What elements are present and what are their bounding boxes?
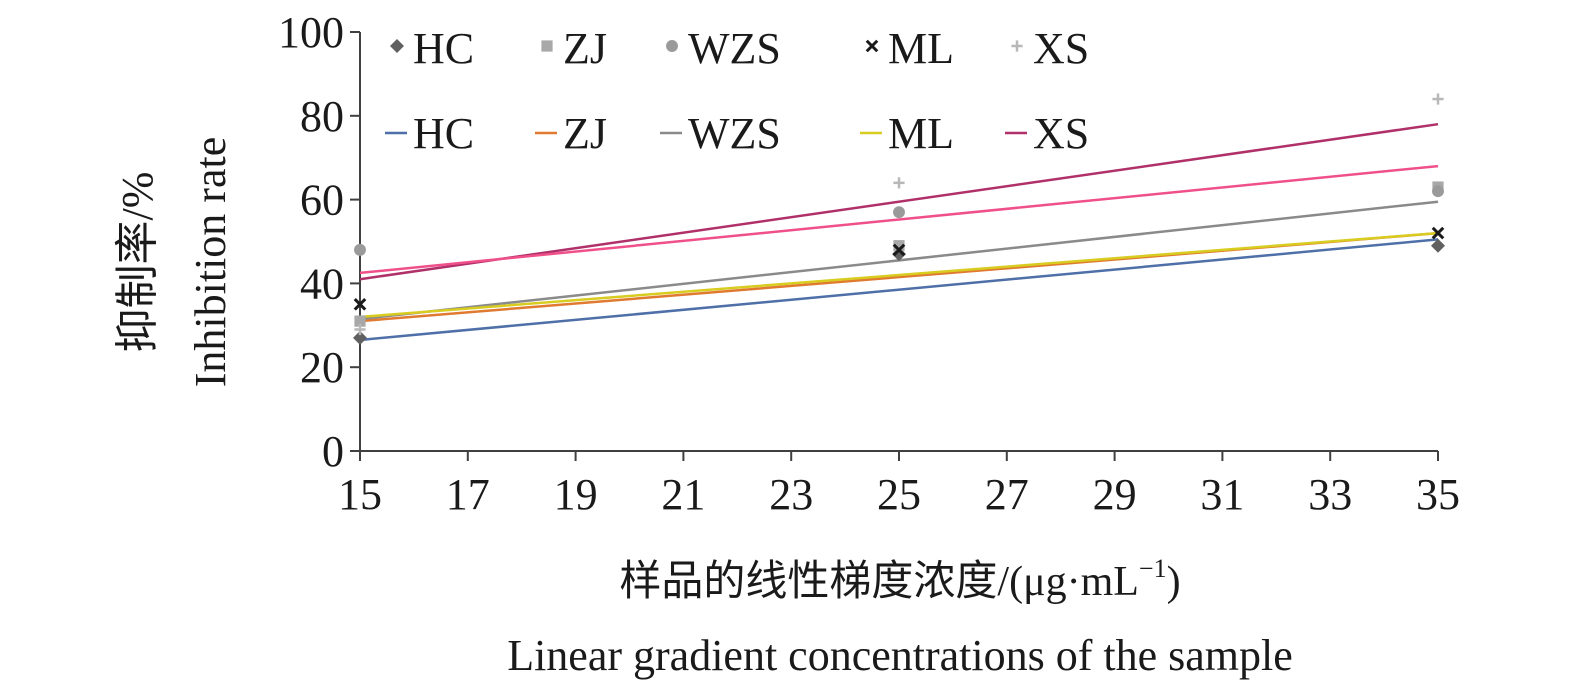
axes: 0 20 40 60 80 100 15 17 19 21 23 25 27 29 31 33 35 bbox=[278, 8, 1460, 519]
x-tick-label: 15 bbox=[338, 470, 382, 519]
legend-label-zj: ZJ bbox=[563, 24, 607, 73]
legend: HC ZJ WZS ML XS HC ZJ WZS ML XS bbox=[385, 24, 1089, 158]
legend-label-hc: HC bbox=[413, 24, 474, 73]
point-ml bbox=[353, 298, 367, 311]
y-tick-label: 80 bbox=[300, 92, 344, 141]
y-tick-label: 0 bbox=[322, 427, 344, 476]
x-tick-label: 33 bbox=[1308, 470, 1352, 519]
data-points bbox=[353, 93, 1445, 345]
y-tick-label: 60 bbox=[300, 176, 344, 225]
trendline-hc bbox=[359, 238, 1439, 342]
y-tick-label: 100 bbox=[278, 8, 344, 57]
legend-line-label-ml: ML bbox=[888, 109, 954, 158]
x-tick-label: 35 bbox=[1416, 470, 1460, 519]
x-tick-label: 25 bbox=[877, 470, 921, 519]
point-hc bbox=[1431, 238, 1445, 253]
x-tick-label: 27 bbox=[985, 470, 1029, 519]
legend-marker-hc bbox=[390, 39, 404, 53]
x-axis-label-close: ) bbox=[1167, 559, 1181, 605]
x-axis-label-cn: 样品的线性梯度浓度/(μg·mL−1) bbox=[619, 554, 1180, 605]
point-wzs bbox=[354, 243, 366, 256]
legend-label-xs: XS bbox=[1033, 24, 1089, 73]
legend-marker-ml bbox=[865, 39, 879, 53]
point-ml-stroke-b bbox=[353, 298, 367, 311]
trendline-ml bbox=[359, 231, 1439, 319]
point-wzs bbox=[1432, 185, 1444, 198]
y-tick-label: 40 bbox=[300, 259, 344, 308]
point-wzs bbox=[893, 206, 905, 219]
legend-label-ml: ML bbox=[888, 24, 954, 73]
point-ml-stroke-b bbox=[892, 243, 906, 257]
point-zj bbox=[354, 315, 366, 327]
point-ml bbox=[1431, 226, 1445, 240]
legend-marker-ml-stroke-b bbox=[865, 39, 879, 53]
legend-line-label-xs: XS bbox=[1033, 109, 1089, 158]
legend-marker-zj bbox=[541, 40, 553, 52]
axis-titles: 抑制率/% Inhibition rate 样品的线性梯度浓度/(μg·mL−1… bbox=[113, 137, 1293, 680]
x-axis-label-en: Linear gradient concentrations of the sa… bbox=[507, 631, 1293, 680]
x-tick-label: 19 bbox=[554, 470, 598, 519]
legend-label-wzs: WZS bbox=[688, 24, 781, 73]
point-xs bbox=[893, 177, 905, 189]
trendline-extra-5 bbox=[359, 164, 1439, 275]
point-xs bbox=[354, 323, 366, 336]
point-ml bbox=[892, 243, 906, 257]
point-hc bbox=[353, 330, 367, 345]
x-axis-label-exponent: −1 bbox=[1139, 554, 1167, 583]
x-tick-label: 23 bbox=[769, 470, 813, 519]
x-tick-label: 21 bbox=[661, 470, 705, 519]
x-axis-label-cn-main: 样品的线性梯度浓度/(μg·mL bbox=[619, 559, 1138, 605]
y-tick-label: 20 bbox=[300, 343, 344, 392]
point-zj bbox=[893, 240, 905, 252]
legend-marker-wzs bbox=[666, 40, 678, 52]
x-tick-label: 31 bbox=[1200, 470, 1244, 519]
x-tick-label: 17 bbox=[446, 470, 490, 519]
legend-line-label-zj: ZJ bbox=[563, 109, 607, 158]
legend-line-label-hc: HC bbox=[413, 109, 474, 158]
y-axis-label-en: Inhibition rate bbox=[186, 137, 235, 388]
legend-marker-xs bbox=[1011, 40, 1023, 52]
point-xs bbox=[1432, 93, 1444, 105]
y-axis-label-cn: 抑制率/% bbox=[113, 172, 162, 353]
trendline-xs bbox=[359, 122, 1439, 281]
legend-line-label-wzs: WZS bbox=[688, 109, 781, 158]
x-tick-label: 29 bbox=[1093, 470, 1137, 519]
point-ml-stroke-b bbox=[1431, 226, 1445, 240]
